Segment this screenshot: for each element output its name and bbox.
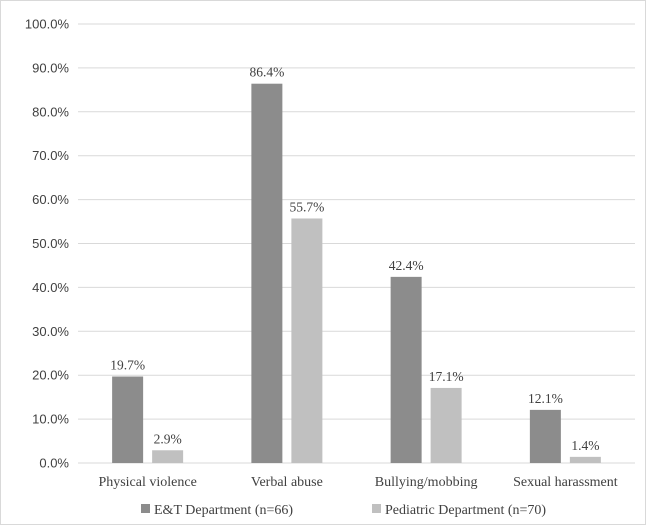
x-tick-label: Sexual harassment [513,475,618,490]
bar [569,456,601,463]
y-tick-label: 50.0% [32,236,69,251]
x-tick-label: Verbal abuse [251,475,323,490]
y-tick-label: 40.0% [32,280,69,295]
y-tick-label: 100.0% [25,17,70,32]
y-axis: 0.0% 10.0% 20.0% 30.0% 40.0% 50.0% 60.0% 70.0% 8… [25,17,70,471]
legend-label-pediatric: Pediatric Department (n=70) [385,503,546,518]
bar [430,387,462,463]
x-axis: Physical violence Verbal abuse Bullying/mo… [98,475,617,490]
bar [529,409,561,463]
data-label: 55.7% [289,199,324,214]
data-label: 86.4% [249,65,284,80]
y-tick-label: 10.0% [32,412,69,427]
y-tick-label: 90.0% [32,60,69,75]
data-label: 19.7% [110,358,145,373]
y-tick-label: 0.0% [39,456,69,471]
bar [251,83,283,463]
data-label: 42.4% [389,258,424,273]
y-tick-label: 70.0% [32,148,69,163]
bar [390,276,422,463]
bars [112,83,601,463]
data-label: 2.9% [154,431,182,446]
bar [152,450,184,463]
data-labels: 19.7% 2.9% 86.4% 55.7% 42.4% 17.1% 12.1% 1.4% [110,65,599,453]
legend-swatch-pediatric [372,504,381,513]
bar [291,218,323,463]
legend-label-et: E&T Department (n=66) [154,503,293,518]
data-label: 1.4% [571,438,599,453]
data-label: 12.1% [528,391,563,406]
legend: E&T Department (n=66) Pediatric Departme… [141,503,546,518]
y-tick-label: 20.0% [32,368,69,383]
x-tick-label: Bullying/mobbing [375,475,478,490]
x-tick-label: Physical violence [98,475,196,490]
bar [112,376,144,463]
legend-swatch-et [141,504,150,513]
y-tick-label: 30.0% [32,324,69,339]
y-tick-label: 80.0% [32,104,69,119]
data-label: 17.1% [429,369,464,384]
y-tick-label: 60.0% [32,192,69,207]
